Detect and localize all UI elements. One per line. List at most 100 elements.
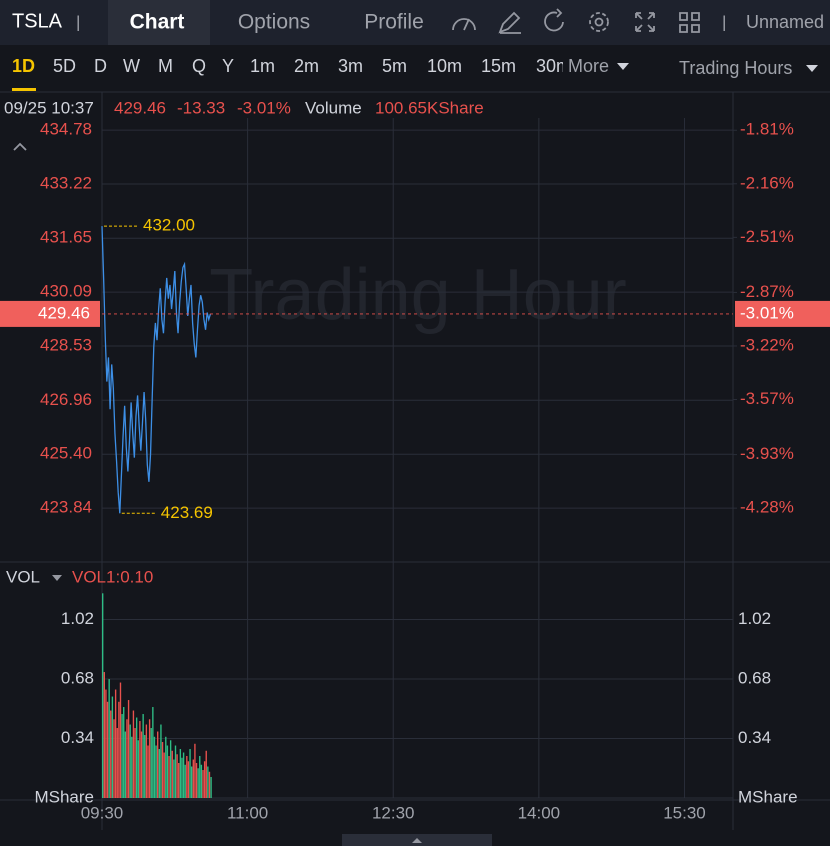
period-button[interactable]: M — [158, 56, 173, 76]
y2-tick-label: -1.81% — [740, 120, 794, 139]
tab[interactable]: Options — [238, 11, 310, 34]
volume-bar — [134, 728, 136, 798]
vol-indicator: VOL1:0.10 — [72, 567, 153, 586]
quote-time: 09/25 10:37 — [4, 98, 94, 117]
more-caret — [617, 63, 629, 70]
volume-bar — [171, 750, 173, 798]
volume-bar — [111, 696, 114, 798]
y-tick-label: 0.34 — [61, 728, 94, 747]
volume-bar — [142, 714, 144, 798]
draw-icon[interactable] — [498, 11, 521, 34]
volume-bar — [195, 763, 198, 798]
volume-bar — [153, 736, 156, 798]
volume-bar — [205, 750, 207, 798]
volume-bar — [124, 731, 127, 798]
period-button[interactable]: 5D — [53, 56, 76, 76]
separator: | — [76, 12, 80, 31]
vol-title: VOL — [6, 567, 40, 586]
period-button[interactable]: 1D — [12, 56, 35, 76]
volume-bar — [119, 682, 122, 798]
volume-bar — [148, 719, 151, 798]
separator: | — [722, 12, 726, 31]
volume-bar — [155, 745, 157, 798]
y-tick-label: 0.68 — [61, 669, 94, 688]
volume-bar — [190, 766, 193, 798]
volume-bar — [145, 724, 148, 798]
current-price-label: 429.46 — [38, 303, 90, 322]
period-button[interactable]: W — [123, 56, 140, 76]
volume-bar — [113, 719, 115, 798]
x-tick-label: 11:00 — [227, 803, 268, 822]
tab[interactable]: Chart — [130, 11, 185, 34]
volume-bar — [114, 689, 117, 798]
x-tick-label: 14:00 — [518, 803, 561, 822]
period-bar: 1D 5D D W M Q Y 1m 2m 3m 5m 10m 15m 30m — [12, 56, 571, 76]
volume-bar — [165, 736, 167, 798]
volume-bar — [203, 761, 206, 798]
layout-icon[interactable] — [679, 12, 700, 33]
period-button[interactable]: Q — [192, 56, 206, 76]
volume-bar — [178, 763, 180, 798]
y-tick-label: 430.09 — [40, 282, 92, 301]
y-tick-label: 423.84 — [40, 498, 92, 517]
volume-bar — [102, 593, 104, 798]
settings-icon[interactable] — [589, 12, 609, 32]
volume-bar — [161, 742, 164, 798]
volume-bar — [173, 759, 175, 798]
y2-tick-label: -4.28% — [740, 498, 794, 517]
volume-bar — [108, 679, 110, 798]
period-button[interactable]: D — [94, 56, 107, 76]
panel-handle-arrow — [412, 838, 422, 843]
period-button[interactable]: 30m — [536, 56, 571, 76]
volume-bar — [166, 745, 169, 798]
annotation-label: 432.00 — [143, 216, 195, 235]
session-button[interactable]: Trading Hours — [679, 58, 792, 78]
period-button[interactable]: 3m — [338, 56, 363, 76]
y-tick-label: 426.96 — [40, 390, 92, 409]
volume-bar — [152, 707, 154, 798]
volume-bar — [176, 754, 178, 798]
volume-bar — [150, 728, 152, 798]
volume-bar — [157, 731, 159, 798]
y-tick-label: 1.02 — [61, 609, 94, 628]
y2-tick-label: 0.68 — [738, 669, 771, 688]
y-tick-label: 431.65 — [40, 228, 92, 247]
volume-bar — [200, 764, 203, 798]
volume-label: Volume — [305, 98, 362, 117]
fullscreen-icon[interactable] — [635, 12, 655, 32]
tab[interactable]: Profile — [364, 11, 424, 34]
settings-icon-core — [594, 17, 604, 27]
refresh-icon[interactable] — [544, 8, 564, 32]
period-button[interactable]: 5m — [382, 56, 407, 76]
period-button[interactable]: Y — [222, 56, 234, 76]
period-button[interactable]: 10m — [427, 56, 462, 76]
y2-tick-label: -3.22% — [740, 335, 794, 354]
volume-bar — [169, 740, 172, 798]
more-button[interactable]: More — [568, 56, 609, 76]
quote-change-pct: -3.01% — [237, 98, 291, 117]
volume-bar — [126, 719, 128, 798]
period-button[interactable]: 2m — [294, 56, 319, 76]
volume-bar — [135, 717, 138, 798]
quote-change: -13.33 — [177, 98, 225, 117]
current-pct-label: -3.01% — [740, 303, 794, 322]
volume-bar — [192, 759, 194, 798]
gauge-icon[interactable] — [452, 18, 476, 31]
period-button[interactable]: 1m — [250, 56, 275, 76]
volume-bar — [132, 710, 135, 798]
y2-tick-label: 0.34 — [738, 728, 771, 747]
volume-bar — [123, 707, 125, 798]
collapse-arrow[interactable] — [13, 142, 27, 151]
volume-bar — [184, 764, 186, 798]
volume-bar — [202, 770, 204, 798]
price-line — [101, 226, 212, 514]
toolbar-icons — [452, 8, 700, 34]
volume-bar — [106, 701, 109, 798]
volume-bar — [129, 724, 131, 798]
quote-price: 429.46 — [114, 98, 166, 117]
account-name[interactable]: Unnamed — [746, 12, 824, 32]
period-button[interactable]: 15m — [481, 56, 516, 76]
volume-bar — [210, 777, 212, 798]
y2-tick-label: 1.02 — [738, 609, 771, 628]
annotation-label: 423.69 — [161, 503, 213, 522]
